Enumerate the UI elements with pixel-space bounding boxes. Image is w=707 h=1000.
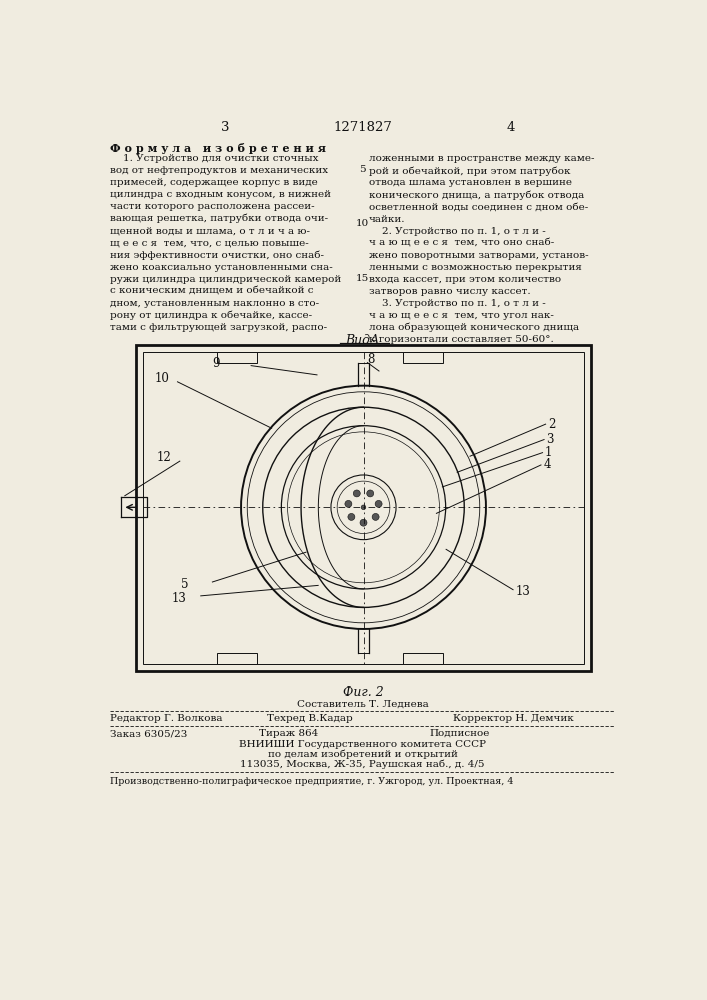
Text: Техред В.Кадар: Техред В.Кадар xyxy=(267,714,352,723)
Circle shape xyxy=(348,513,355,520)
Text: 10: 10 xyxy=(154,372,169,385)
Text: ложенными в пространстве между каме-
рой и обечайкой, при этом патрубок
отвода ш: ложенными в пространстве между каме- рой… xyxy=(369,154,595,344)
Text: 3: 3 xyxy=(547,433,554,446)
Text: 13: 13 xyxy=(172,592,187,605)
Text: Корректор Н. Демчик: Корректор Н. Демчик xyxy=(452,714,573,723)
Text: Производственно-полиграфическое предприятие, г. Ужгород, ул. Проектная, 4: Производственно-полиграфическое предприя… xyxy=(110,777,513,786)
Text: 2: 2 xyxy=(548,418,555,431)
Text: 5: 5 xyxy=(359,165,366,174)
Text: Тираж 864: Тираж 864 xyxy=(259,729,318,738)
Circle shape xyxy=(360,519,367,526)
Text: Ф о р м у л а   и з о б р е т е н и я: Ф о р м у л а и з о б р е т е н и я xyxy=(110,143,326,154)
Text: 10: 10 xyxy=(356,219,369,228)
Text: 113035, Москва, Ж-35, Раушская наб., д. 4/5: 113035, Москва, Ж-35, Раушская наб., д. … xyxy=(240,760,485,769)
FancyBboxPatch shape xyxy=(403,352,443,363)
FancyBboxPatch shape xyxy=(217,653,257,664)
Text: 12: 12 xyxy=(156,451,171,464)
Bar xyxy=(136,345,590,671)
Circle shape xyxy=(372,513,379,520)
FancyBboxPatch shape xyxy=(217,352,257,363)
Text: 15: 15 xyxy=(356,274,369,283)
Text: 9: 9 xyxy=(213,357,220,370)
Text: Фиг. 2: Фиг. 2 xyxy=(343,686,384,699)
Circle shape xyxy=(354,490,361,497)
Text: 1. Устройство для очистки сточных
вод от нефтепродуктов и механических
примесей,: 1. Устройство для очистки сточных вод от… xyxy=(110,154,341,332)
Text: 8: 8 xyxy=(368,353,375,366)
Text: 13: 13 xyxy=(515,585,530,598)
Text: 5: 5 xyxy=(182,578,189,591)
Text: 4: 4 xyxy=(543,458,551,471)
Text: Редактор Г. Волкова: Редактор Г. Волкова xyxy=(110,714,223,723)
FancyBboxPatch shape xyxy=(403,653,443,664)
Text: 1: 1 xyxy=(545,446,552,459)
Text: ВНИИШИ Государственного комитета СССР: ВНИИШИ Государственного комитета СССР xyxy=(239,740,486,749)
Text: Заказ 6305/23: Заказ 6305/23 xyxy=(110,729,187,738)
Circle shape xyxy=(367,490,374,497)
Circle shape xyxy=(361,505,366,510)
Bar xyxy=(144,352,583,664)
Circle shape xyxy=(345,500,352,507)
Text: по делам изобретений и открытий: по делам изобретений и открытий xyxy=(268,750,457,759)
Circle shape xyxy=(375,500,382,507)
Text: 1271827: 1271827 xyxy=(333,121,392,134)
Text: Составитель Т. Леднева: Составитель Т. Леднева xyxy=(297,700,428,709)
Text: 4: 4 xyxy=(506,121,515,134)
Text: Подписное: Подписное xyxy=(429,729,490,738)
Text: 3: 3 xyxy=(221,121,230,134)
Text: ВидА: ВидА xyxy=(346,334,380,347)
